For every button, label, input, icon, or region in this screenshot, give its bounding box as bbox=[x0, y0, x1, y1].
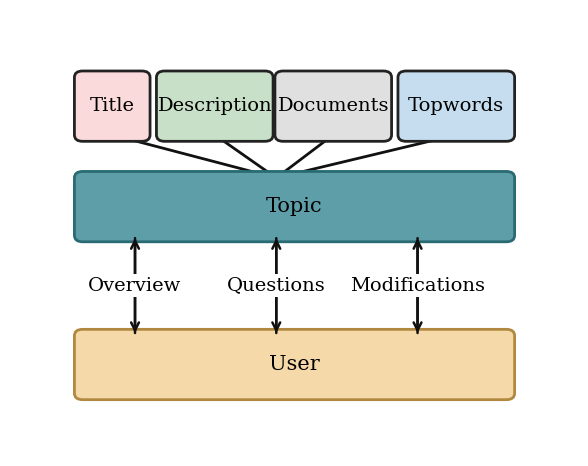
FancyBboxPatch shape bbox=[75, 329, 514, 400]
Text: Topwords: Topwords bbox=[408, 97, 505, 115]
Text: Title: Title bbox=[90, 97, 135, 115]
Text: Overview: Overview bbox=[88, 276, 182, 295]
FancyBboxPatch shape bbox=[275, 71, 392, 141]
FancyBboxPatch shape bbox=[75, 71, 150, 141]
FancyBboxPatch shape bbox=[75, 171, 514, 242]
Text: User: User bbox=[269, 355, 320, 374]
FancyBboxPatch shape bbox=[156, 71, 273, 141]
Text: Description: Description bbox=[158, 97, 272, 115]
Text: Questions: Questions bbox=[227, 276, 326, 295]
Text: Documents: Documents bbox=[278, 97, 389, 115]
Text: Topic: Topic bbox=[266, 197, 323, 216]
FancyBboxPatch shape bbox=[398, 71, 514, 141]
Text: Modifications: Modifications bbox=[350, 276, 485, 295]
